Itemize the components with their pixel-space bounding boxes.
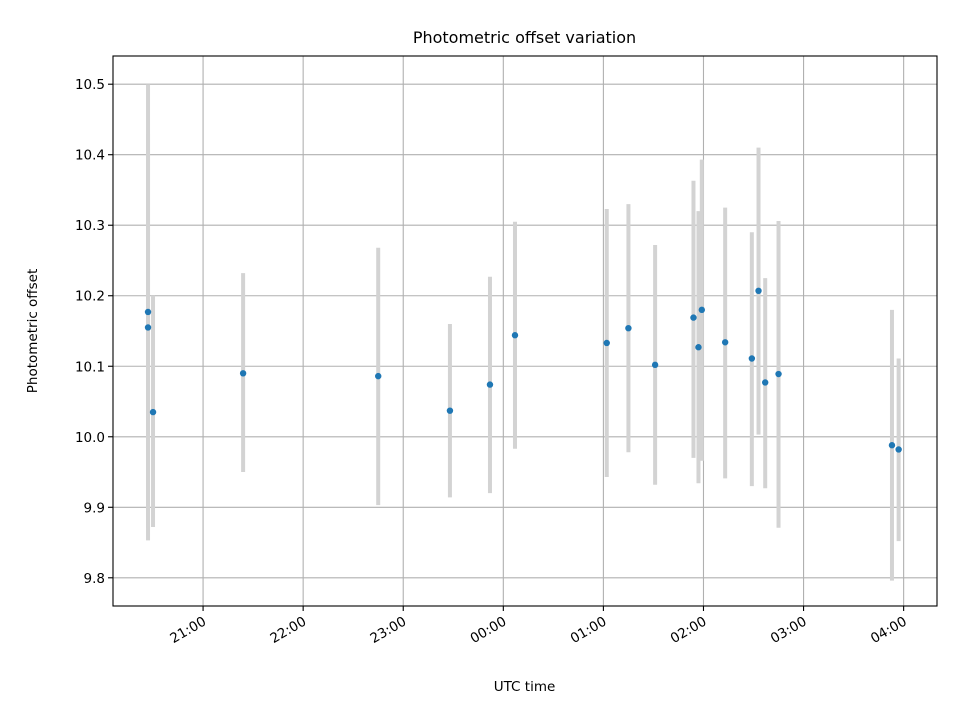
data-point (888, 442, 896, 449)
x-tick-label: 04:00 (868, 614, 910, 647)
y-tick-label: 9.8 (84, 571, 105, 587)
data-point (775, 370, 782, 378)
data-point (486, 381, 494, 388)
y-tick-label: 10.0 (75, 430, 105, 446)
data-point (721, 339, 729, 346)
data-point (695, 344, 702, 351)
plot-frame (112, 55, 938, 607)
data-point (511, 332, 519, 339)
y-tick-label: 10.2 (75, 289, 105, 305)
data-point (651, 361, 659, 369)
errorbar-layer (146, 84, 901, 581)
point-layer (144, 287, 902, 453)
x-axis-label: UTC time (494, 679, 556, 695)
y-tick-label: 10.3 (75, 218, 105, 234)
y-axis-label: Photometric offset (25, 269, 41, 393)
data-point (446, 407, 454, 414)
x-tick-label: 22:00 (267, 614, 309, 647)
data-point (625, 324, 632, 332)
y-tick-label: 9.9 (84, 500, 105, 516)
data-point (690, 314, 697, 321)
data-point (761, 379, 769, 386)
data-point (603, 339, 610, 347)
data-point (755, 287, 762, 295)
y-tick-label: 10.4 (75, 148, 105, 164)
data-point (375, 372, 382, 380)
data-point (698, 306, 706, 314)
y-tick-label: 10.5 (75, 77, 105, 93)
chart-title: Photometric offset variation (413, 28, 636, 47)
grid-layer (113, 56, 937, 606)
x-tick-label: 02:00 (668, 614, 710, 647)
x-tick-label: 21:00 (167, 614, 209, 647)
x-tick-label: 00:00 (468, 614, 510, 647)
y-tick-label: 10.1 (75, 359, 105, 375)
data-point (748, 355, 756, 362)
tick-layer: 21:00 22:00 23:00 00:00 01:00 02:00 03:00 04:00… (75, 77, 910, 647)
data-point (144, 308, 152, 316)
data-point (144, 324, 152, 331)
data-point (149, 408, 157, 416)
x-tick-label: 03:00 (768, 614, 810, 647)
data-point (895, 446, 902, 453)
data-point (239, 370, 247, 377)
x-tick-label: 01:00 (568, 614, 610, 647)
x-tick-label: 23:00 (368, 614, 410, 647)
